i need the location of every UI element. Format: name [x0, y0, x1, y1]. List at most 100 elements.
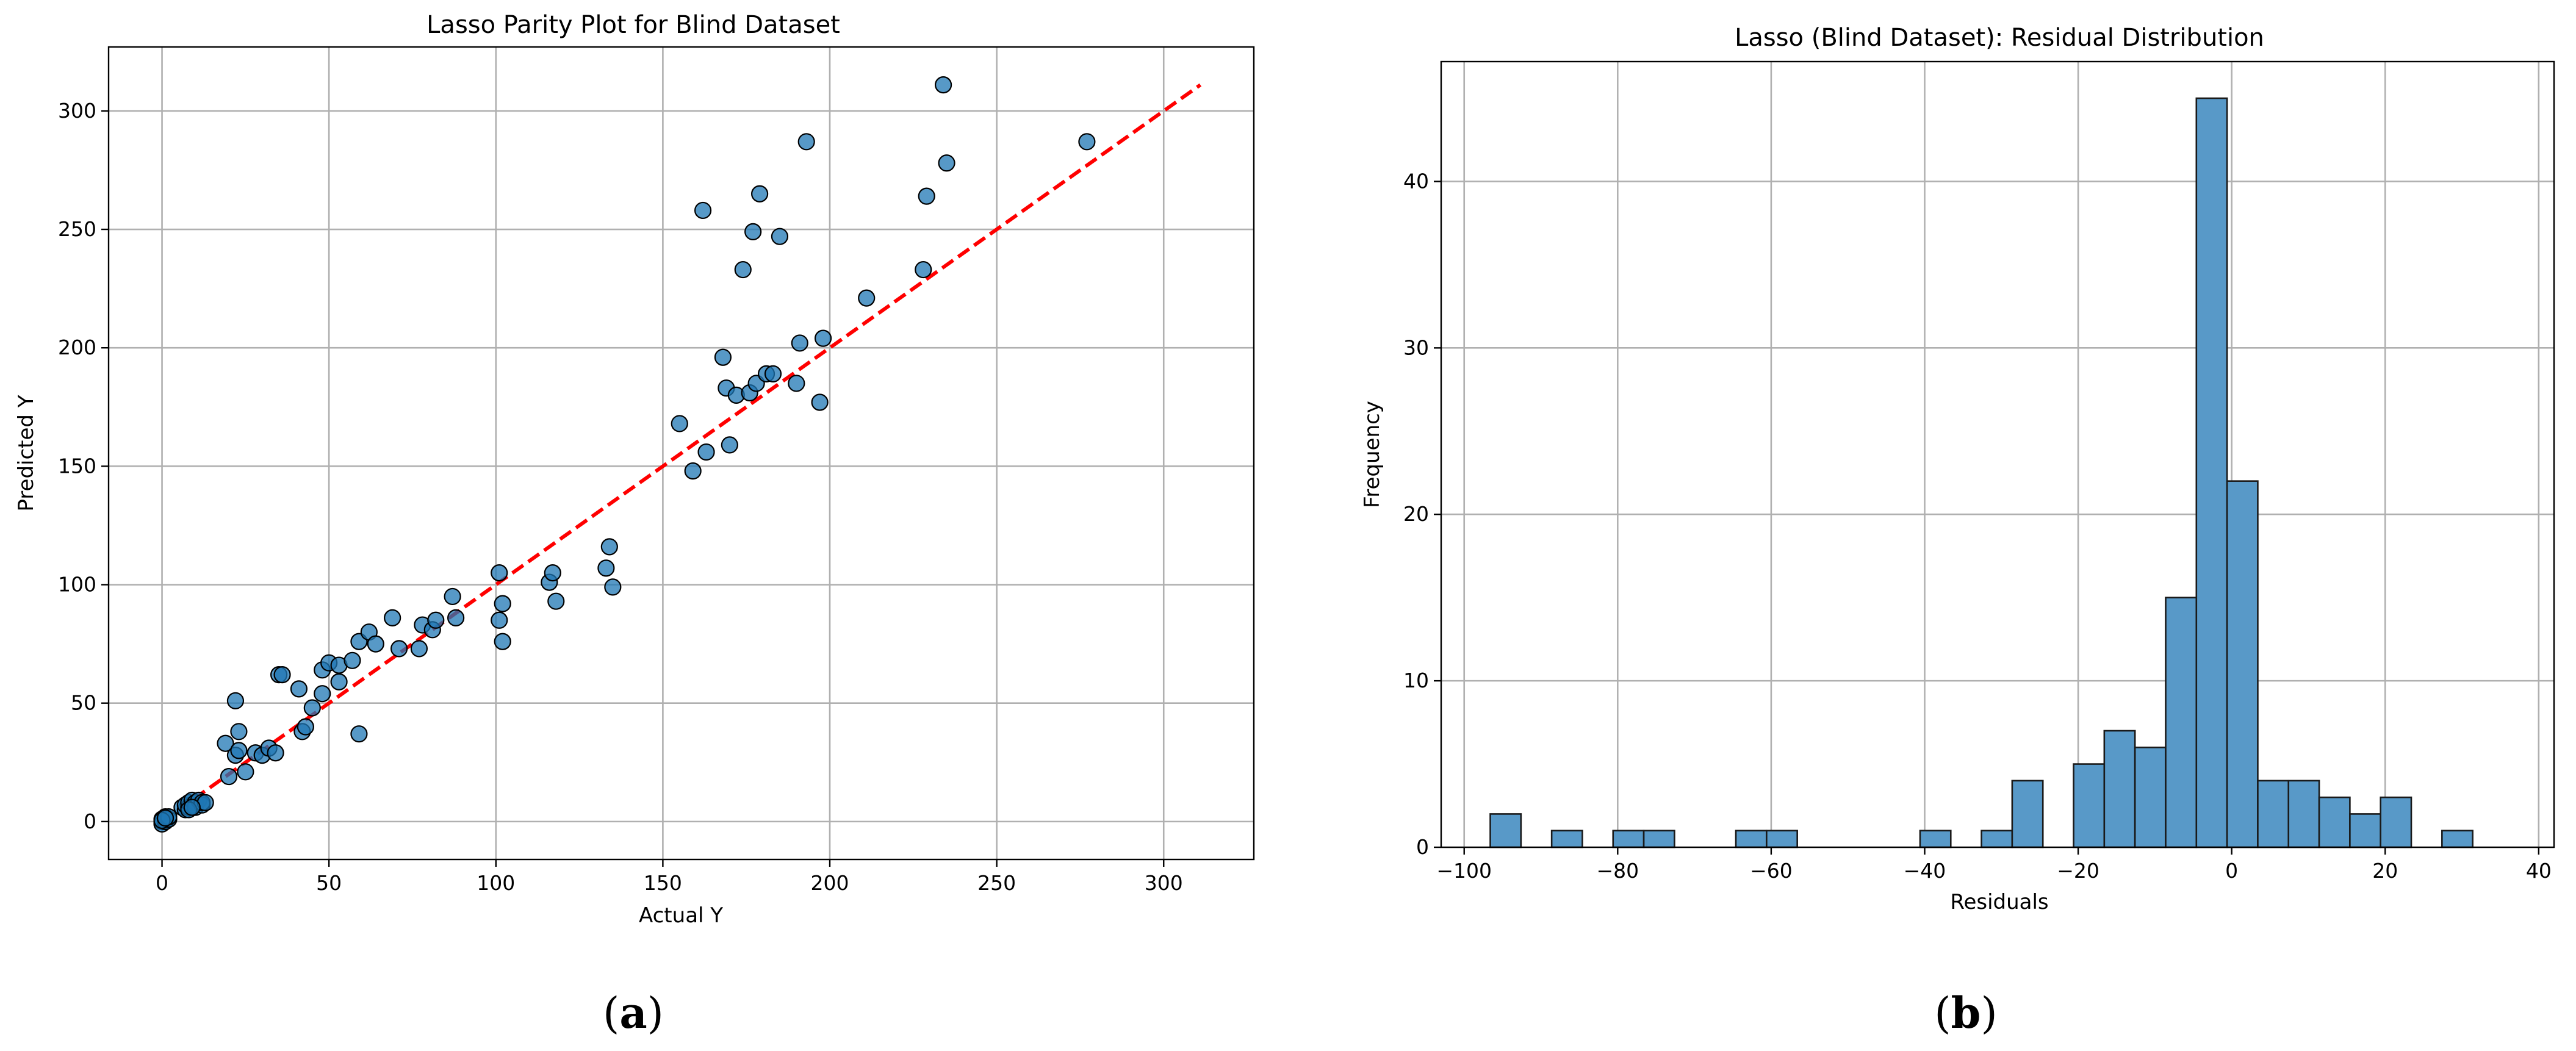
data-point — [367, 635, 384, 653]
panel-label: (b) — [1934, 988, 1998, 1038]
data-point — [220, 767, 238, 786]
histogram-bar — [1642, 830, 1675, 848]
data-point — [183, 798, 201, 816]
x-tick-label: 40 — [2526, 859, 2552, 883]
y-axis-label: Predicted Y — [14, 395, 38, 511]
histogram-bar — [1735, 830, 1768, 848]
data-point — [230, 742, 248, 759]
y-tick-label: 300 — [58, 99, 96, 123]
data-point — [444, 587, 461, 606]
data-point — [814, 329, 832, 347]
panel-label: (a) — [603, 988, 664, 1038]
data-point — [918, 187, 935, 205]
data-point — [390, 640, 408, 658]
residual-histogram: Lasso (Blind Dataset): Residual Distribu… — [1360, 24, 2555, 1038]
histogram-bar — [2349, 813, 2382, 848]
histogram-bar — [2103, 730, 2136, 848]
histogram-bar — [2380, 796, 2412, 848]
data-point — [788, 375, 805, 392]
x-tick-label: −40 — [1904, 859, 1946, 883]
x-ticks: −100 −80 −60 −40 −20 0 20 40 — [1436, 847, 2552, 883]
plot-frame — [107, 46, 1255, 861]
histogram-bar — [1612, 830, 1645, 848]
data-point — [1078, 133, 1096, 151]
y-tick-label: 150 — [58, 454, 96, 478]
data-point — [297, 718, 314, 736]
y-tick-label: 100 — [58, 573, 96, 597]
x-tick-label: 200 — [811, 871, 849, 895]
histogram-bar — [1981, 830, 2013, 848]
data-point — [600, 538, 618, 556]
data-point — [344, 651, 361, 669]
data-point — [697, 443, 715, 461]
data-point — [267, 744, 284, 762]
data-point — [604, 578, 622, 596]
histogram-bar — [2073, 763, 2106, 848]
grid-lines — [109, 47, 1254, 859]
parity-plot: Lasso Parity Plot for Blind Dataset 0 50 1… — [14, 11, 1255, 1038]
histogram-bar — [2318, 796, 2351, 848]
histogram-bar — [2226, 480, 2259, 848]
data-point — [694, 201, 712, 220]
data-point — [290, 680, 308, 698]
data-point — [237, 763, 254, 781]
histogram-bar — [1766, 830, 1798, 848]
y-tick-label: 200 — [58, 335, 96, 359]
data-point — [684, 462, 702, 480]
y-ticks: 0 50 100 150 200 250 300 — [58, 99, 109, 833]
data-point — [858, 289, 876, 307]
chart-title: Lasso Parity Plot for Blind Dataset — [426, 11, 840, 39]
histogram-bars — [1489, 97, 2473, 848]
x-tick-label: 250 — [977, 871, 1016, 895]
x-tick-label: −100 — [1436, 859, 1492, 883]
data-point — [915, 260, 932, 279]
data-point — [934, 76, 952, 94]
data-point — [744, 223, 762, 241]
y-tick-label: 0 — [1416, 835, 1429, 859]
x-axis-label: Residuals — [1950, 890, 2048, 914]
data-point — [494, 633, 511, 650]
data-point — [156, 809, 174, 827]
histogram-bar — [1550, 830, 1583, 848]
data-point — [764, 365, 782, 383]
histogram-bar — [1919, 830, 1952, 848]
data-point — [734, 260, 752, 279]
x-tick-label: −60 — [1750, 859, 1793, 883]
data-point — [671, 415, 688, 432]
histogram-bar — [2011, 780, 2044, 848]
y-axis-label: Frequency — [1360, 401, 1384, 508]
data-point — [303, 699, 321, 717]
data-point — [230, 723, 248, 741]
data-point — [410, 640, 428, 658]
data-point — [330, 673, 348, 691]
data-point — [811, 393, 829, 411]
data-point — [797, 133, 815, 151]
data-point — [714, 348, 732, 366]
y-tick-label: 50 — [71, 691, 96, 715]
data-point — [226, 692, 245, 709]
data-point — [427, 611, 445, 629]
data-point — [544, 564, 561, 582]
chart-title: Lasso (Blind Dataset): Residual Distribu… — [1735, 24, 2264, 52]
histogram-bar — [1489, 813, 1522, 848]
plot-frame — [1440, 60, 2555, 848]
y-tick-label: 20 — [1403, 502, 1429, 526]
data-point — [938, 154, 955, 172]
data-point — [491, 564, 508, 582]
y-tick-label: 250 — [58, 217, 96, 241]
data-point — [597, 559, 615, 577]
y-tick-label: 0 — [84, 809, 96, 833]
data-point — [217, 734, 234, 752]
histogram-bar — [2257, 780, 2290, 848]
histogram-bar — [2134, 746, 2167, 848]
data-point — [791, 334, 808, 352]
data-point — [447, 609, 465, 626]
x-tick-label: 20 — [2372, 859, 2398, 883]
x-tick-label: −20 — [2057, 859, 2099, 883]
histogram-bar — [2441, 830, 2473, 848]
x-tick-label: 50 — [316, 871, 342, 895]
x-tick-label: −80 — [1596, 859, 1639, 883]
y-tick-label: 10 — [1403, 669, 1429, 692]
x-tick-label: 0 — [156, 871, 168, 895]
histogram-bar — [2165, 597, 2198, 848]
